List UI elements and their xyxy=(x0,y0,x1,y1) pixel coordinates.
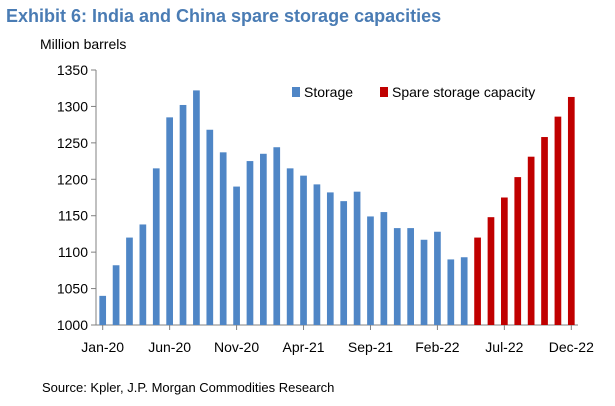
y-axis-unit-label: Million barrels xyxy=(40,36,127,52)
spare-capacity-bar xyxy=(487,217,495,325)
storage-bar xyxy=(300,175,307,325)
chart-title: Exhibit 6: India and China spare storage… xyxy=(6,6,442,26)
storage-bar xyxy=(219,152,227,325)
storage-bar xyxy=(260,153,267,325)
storage-bar xyxy=(407,228,414,325)
x-tick-label: Feb-22 xyxy=(415,339,460,355)
y-tick-label: 1150 xyxy=(58,208,88,224)
storage-bar xyxy=(273,147,281,325)
legend-storage-swatch xyxy=(292,87,300,97)
y-tick-label: 1050 xyxy=(57,281,88,297)
storage-bar xyxy=(152,168,160,325)
storage-bar xyxy=(393,228,401,325)
spare-capacity-bar xyxy=(554,116,562,325)
storage-bar xyxy=(99,295,107,325)
storage-bar xyxy=(246,161,254,325)
source-note: Source: Kpler, J.P. Morgan Commodities R… xyxy=(42,380,335,395)
storage-bar xyxy=(434,231,441,325)
storage-bar xyxy=(166,117,173,325)
y-tick-label: 1200 xyxy=(57,171,88,187)
x-tick-label: Jul-22 xyxy=(485,339,523,355)
spare-capacity-bar xyxy=(527,156,535,325)
storage-bar xyxy=(460,257,468,325)
y-tick-label: 1350 xyxy=(57,62,88,78)
legend-storage-label: Storage xyxy=(304,84,353,100)
spare-capacity-bar xyxy=(567,96,575,325)
spare-capacity-bar xyxy=(541,137,548,325)
storage-bar xyxy=(206,129,214,325)
spare-capacity-bar xyxy=(501,197,508,325)
storage-bar xyxy=(233,186,240,325)
storage-bar xyxy=(340,201,348,325)
storage-bar xyxy=(179,104,187,325)
storage-bar xyxy=(139,224,147,325)
x-tick-label: Dec-22 xyxy=(549,339,594,355)
spare-capacity-bar xyxy=(474,237,481,325)
x-tick-label: Jun-20 xyxy=(148,339,191,355)
legend-spare-swatch xyxy=(380,87,388,97)
legend-spare-label: Spare storage capacity xyxy=(392,84,535,100)
x-tick-label: Apr-21 xyxy=(283,339,325,355)
y-tick-label: 1300 xyxy=(57,98,88,114)
storage-bar xyxy=(380,212,388,325)
y-tick-label: 1250 xyxy=(57,135,88,151)
storage-bar xyxy=(126,237,133,325)
storage-bar xyxy=(420,239,428,325)
y-tick-label: 1000 xyxy=(57,317,88,333)
storage-bar xyxy=(326,192,334,325)
x-tick-label: Jan-20 xyxy=(81,339,124,355)
y-tick-label: 1100 xyxy=(58,244,88,260)
storage-bar xyxy=(112,265,120,325)
storage-bar xyxy=(313,184,321,325)
storage-bar xyxy=(447,259,455,325)
x-tick-label: Nov-20 xyxy=(214,339,259,355)
storage-bar xyxy=(193,90,200,326)
spare-capacity-bar xyxy=(514,177,522,325)
storage-bar xyxy=(367,216,374,325)
storage-bar xyxy=(286,168,294,325)
x-tick-label: Sep-21 xyxy=(348,339,393,355)
storage-bar xyxy=(353,191,361,325)
